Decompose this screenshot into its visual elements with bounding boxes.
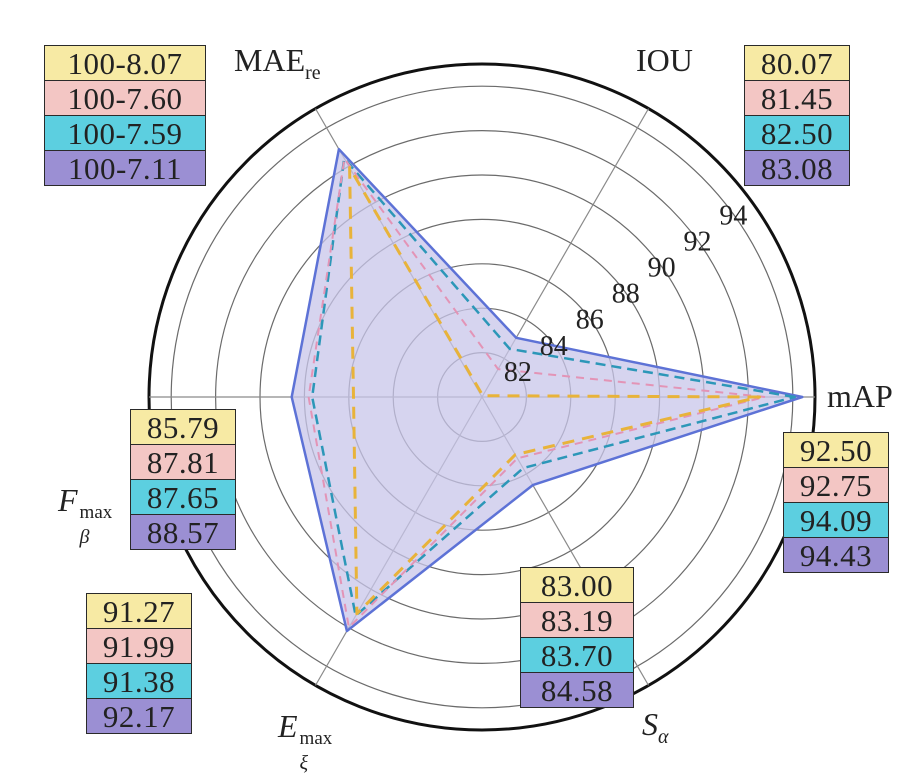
- value-box: 91.99: [86, 628, 192, 664]
- radial-tick-label: 90: [648, 253, 676, 284]
- series-polygon-3: [290, 147, 804, 633]
- series-polygon-0: [348, 166, 761, 616]
- radar-series: [290, 147, 804, 633]
- radial-tick-label: 82: [504, 357, 532, 388]
- value-box: 84.58: [520, 672, 634, 708]
- radial-tick-label: 84: [540, 331, 568, 362]
- axis-label-map: mAP: [827, 378, 893, 414]
- value-box: 87.81: [130, 444, 236, 480]
- axis-label-iou: IOU: [636, 42, 693, 78]
- radial-tick-label: 92: [684, 226, 712, 257]
- value-box: 92.50: [783, 432, 889, 468]
- value-box: 94.09: [783, 502, 889, 538]
- value-box: 100-7.59: [44, 115, 206, 151]
- value-box: 80.07: [744, 45, 850, 81]
- radial-tick-label: 86: [576, 305, 604, 336]
- value-box: 91.38: [86, 663, 192, 699]
- value-box: 94.43: [783, 537, 889, 573]
- value-box: 81.45: [744, 80, 850, 116]
- value-box: 88.57: [130, 514, 236, 550]
- value-box: 83.70: [520, 637, 634, 673]
- value-box: 92.75: [783, 467, 889, 503]
- axis-label-mae: MAEre: [234, 42, 321, 84]
- value-box: 91.27: [86, 593, 192, 629]
- value-box: 100-7.60: [44, 80, 206, 116]
- radial-tick-label: 88: [612, 279, 640, 310]
- value-box: 100-8.07: [44, 45, 206, 81]
- axis-label-s-alpha: Sα: [642, 706, 669, 748]
- value-box: 85.79: [130, 409, 236, 445]
- value-box: 83.19: [520, 602, 634, 638]
- value-box: 83.00: [520, 567, 634, 603]
- series-polygon-1: [307, 157, 766, 629]
- value-box: 100-7.11: [44, 150, 206, 186]
- value-box: 92.17: [86, 698, 192, 734]
- value-box: 83.08: [744, 150, 850, 186]
- series-polygon-2: [310, 157, 797, 618]
- value-box: 87.65: [130, 479, 236, 515]
- radial-tick-label: 94: [719, 200, 747, 231]
- value-box: 82.50: [744, 115, 850, 151]
